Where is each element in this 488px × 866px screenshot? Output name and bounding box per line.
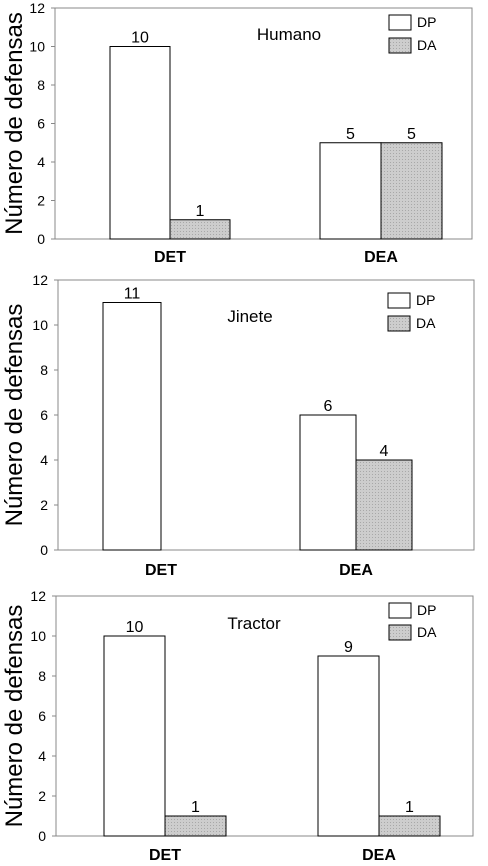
data-label-da-dea: 4 bbox=[380, 443, 389, 460]
legend-label-da: DA bbox=[416, 315, 436, 331]
data-label-dp-dea: 6 bbox=[324, 398, 333, 415]
y-tick-label: 2 bbox=[37, 193, 45, 209]
y-tick-label: 0 bbox=[38, 828, 46, 844]
y-tick-label: 10 bbox=[32, 317, 48, 333]
y-tick-label: 2 bbox=[38, 788, 46, 804]
legend-label-da: DA bbox=[417, 624, 437, 640]
legend-swatch-da bbox=[387, 315, 411, 332]
y-tick-label: 4 bbox=[40, 452, 48, 468]
y-tick-label: 6 bbox=[37, 116, 45, 132]
x-category-label-dea: DEA bbox=[364, 249, 398, 266]
bar-da-det bbox=[164, 815, 227, 837]
legend-swatch-dp bbox=[387, 292, 411, 309]
y-tick-label: 0 bbox=[37, 231, 45, 247]
legend-label-da: DA bbox=[417, 37, 437, 53]
bar-dp-det bbox=[103, 635, 166, 837]
y-tick-label: 4 bbox=[37, 154, 45, 170]
legend-swatch-dp bbox=[388, 14, 412, 31]
y-tick-label: 8 bbox=[38, 668, 46, 684]
data-label-da-dea: 1 bbox=[405, 799, 414, 816]
data-label-dp-det: 10 bbox=[131, 30, 149, 47]
legend-label-dp: DP bbox=[417, 14, 436, 30]
legend-label-dp: DP bbox=[416, 292, 435, 308]
y-tick-label: 12 bbox=[30, 588, 46, 604]
bar-da-dea bbox=[378, 815, 441, 837]
y-tick-label: 4 bbox=[38, 748, 46, 764]
data-label-da-det: 1 bbox=[196, 203, 205, 220]
bar-dp-det bbox=[109, 46, 171, 240]
data-label-dp-dea: 5 bbox=[346, 126, 355, 143]
x-category-label-det: DET bbox=[154, 249, 186, 266]
bar-da-dea bbox=[355, 459, 413, 551]
data-label-dp-dea: 9 bbox=[344, 639, 353, 656]
y-tick-label: 8 bbox=[40, 362, 48, 378]
x-category-label-det: DET bbox=[145, 562, 177, 579]
x-category-label-det: DET bbox=[149, 847, 181, 864]
y-tick-label: 6 bbox=[40, 407, 48, 423]
y-tick-label: 0 bbox=[40, 542, 48, 558]
chart-title: Jinete bbox=[227, 307, 272, 326]
data-label-dp-det: 10 bbox=[126, 619, 144, 636]
data-label-da-det: 1 bbox=[191, 799, 200, 816]
bar-dp-dea bbox=[319, 142, 382, 240]
y-tick-label: 6 bbox=[38, 708, 46, 724]
y-axis-label: Número de defensas bbox=[1, 304, 28, 527]
legend-swatch-da bbox=[388, 37, 412, 54]
bar-da-dea bbox=[380, 142, 443, 240]
x-category-label-dea: DEA bbox=[339, 562, 373, 579]
y-tick-label: 10 bbox=[30, 628, 46, 644]
y-tick-label: 12 bbox=[29, 0, 45, 16]
y-tick-label: 10 bbox=[29, 39, 45, 55]
legend-swatch-da bbox=[388, 624, 412, 641]
bar-da-det bbox=[169, 219, 231, 240]
bar-dp-dea bbox=[317, 655, 380, 837]
bar-dp-dea bbox=[299, 414, 357, 551]
legend-label-dp: DP bbox=[417, 602, 436, 618]
y-tick-label: 8 bbox=[37, 77, 45, 93]
chart-title: Tractor bbox=[227, 614, 281, 633]
data-label-da-dea: 5 bbox=[407, 126, 416, 143]
y-axis-label: Número de defensas bbox=[1, 12, 28, 235]
x-category-label-dea: DEA bbox=[362, 847, 396, 864]
chart-title: Humano bbox=[257, 25, 321, 44]
bar-dp-det bbox=[102, 302, 162, 551]
y-tick-label: 12 bbox=[32, 272, 48, 288]
data-label-dp-det: 11 bbox=[124, 286, 141, 303]
legend-swatch-dp bbox=[388, 602, 412, 619]
y-tick-label: 2 bbox=[40, 497, 48, 513]
y-axis-label: Número de defensas bbox=[1, 605, 28, 828]
